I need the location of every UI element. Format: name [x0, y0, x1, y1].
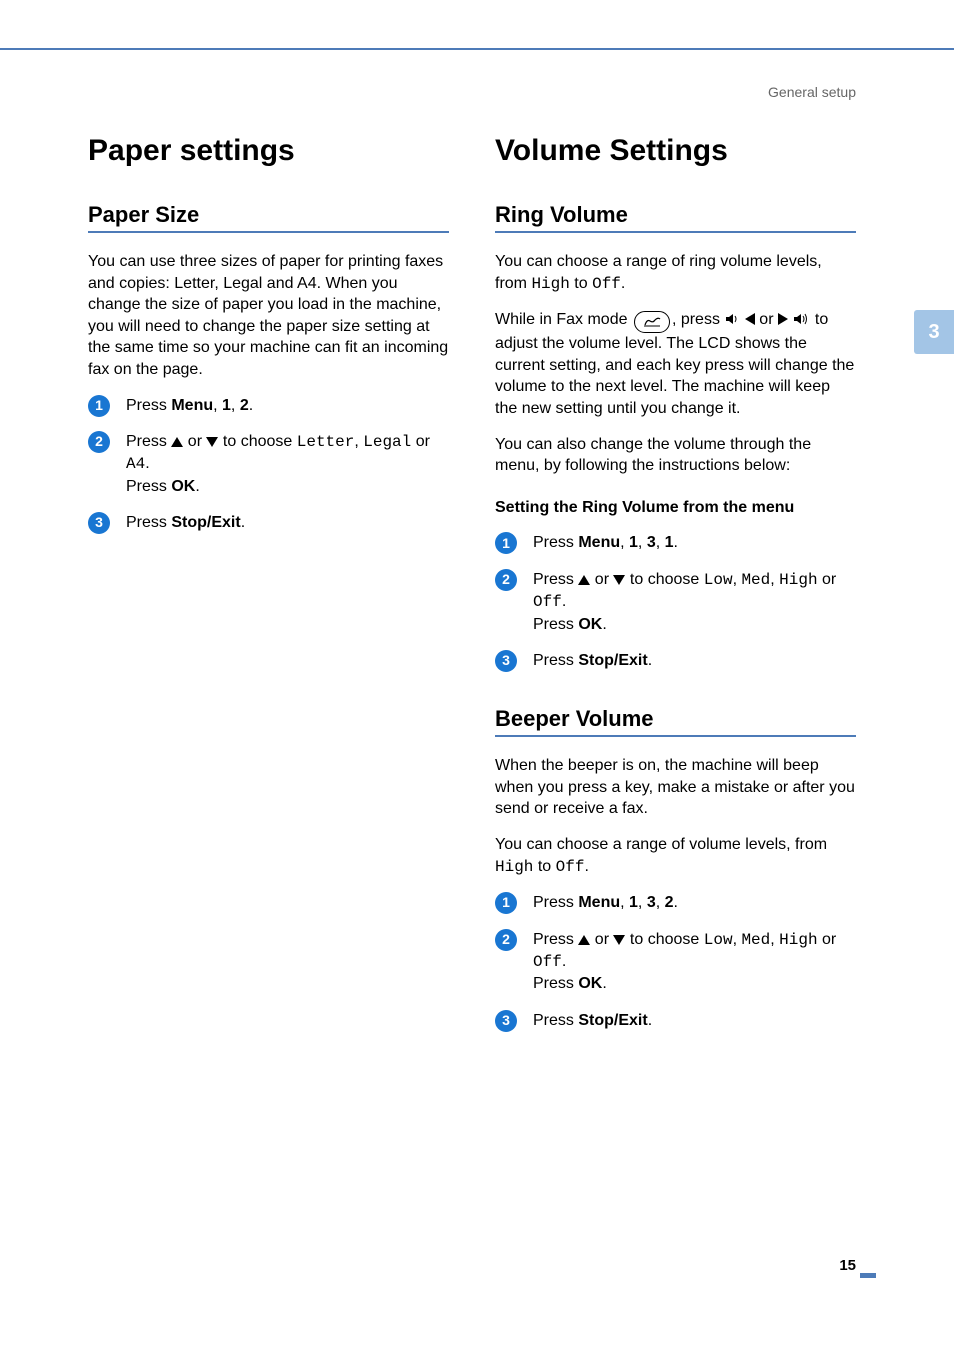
- speaker-high-icon: [793, 312, 809, 326]
- ring-vol-p2: While in Fax mode , press or to adjust t…: [495, 309, 856, 419]
- step-1: Press Menu, 1, 2.: [88, 395, 449, 417]
- beeper-p1: When the beeper is on, the machine will …: [495, 755, 856, 820]
- heading-paper-settings: Paper settings: [88, 134, 449, 168]
- step-2: Press or to choose Low, Med, High or Off…: [495, 569, 856, 636]
- heading-paper-size: Paper Size: [88, 202, 449, 233]
- heading-ring-vol-menu: Setting the Ring Volume from the menu: [495, 497, 856, 519]
- breadcrumb: General setup: [768, 84, 856, 100]
- ring-vol-p3: You can also change the volume through t…: [495, 434, 856, 477]
- page-rule: [860, 1273, 876, 1278]
- down-arrow-icon: [206, 437, 218, 447]
- up-arrow-icon: [578, 575, 590, 585]
- top-rule: [0, 48, 954, 50]
- ring-vol-p1: You can choose a range of ring volume le…: [495, 251, 856, 295]
- beeper-p2: You can choose a range of volume levels,…: [495, 834, 856, 878]
- left-column: Paper settings Paper Size You can use th…: [88, 134, 449, 1046]
- heading-volume-settings: Volume Settings: [495, 134, 856, 168]
- chapter-tab: 3: [914, 310, 954, 354]
- step-3: Press Stop/Exit.: [88, 512, 449, 534]
- left-arrow-icon: [745, 313, 755, 325]
- step-1: Press Menu, 1, 3, 1.: [495, 532, 856, 554]
- beeper-steps: Press Menu, 1, 3, 2. Press or to choose …: [495, 892, 856, 1032]
- right-arrow-icon: [778, 313, 788, 325]
- step-3: Press Stop/Exit.: [495, 1010, 856, 1032]
- fax-mode-icon: [634, 311, 670, 333]
- step-3: Press Stop/Exit.: [495, 650, 856, 672]
- heading-ring-volume: Ring Volume: [495, 202, 856, 233]
- up-arrow-icon: [578, 935, 590, 945]
- down-arrow-icon: [613, 935, 625, 945]
- step-2: Press or to choose Low, Med, High or Off…: [495, 929, 856, 996]
- step-1: Press Menu, 1, 3, 2.: [495, 892, 856, 914]
- step-2: Press or to choose Letter, Legal or A4. …: [88, 431, 449, 498]
- right-column: Volume Settings Ring Volume You can choo…: [495, 134, 856, 1046]
- up-arrow-icon: [171, 437, 183, 447]
- heading-beeper-volume: Beeper Volume: [495, 706, 856, 737]
- paper-size-steps: Press Menu, 1, 2. Press or to choose Let…: [88, 395, 449, 535]
- paper-size-desc: You can use three sizes of paper for pri…: [88, 251, 449, 381]
- content: Paper settings Paper Size You can use th…: [88, 134, 856, 1046]
- speaker-low-icon: [725, 312, 739, 326]
- down-arrow-icon: [613, 575, 625, 585]
- ring-vol-steps: Press Menu, 1, 3, 1. Press or to choose …: [495, 532, 856, 672]
- page-number: 15: [839, 1257, 856, 1274]
